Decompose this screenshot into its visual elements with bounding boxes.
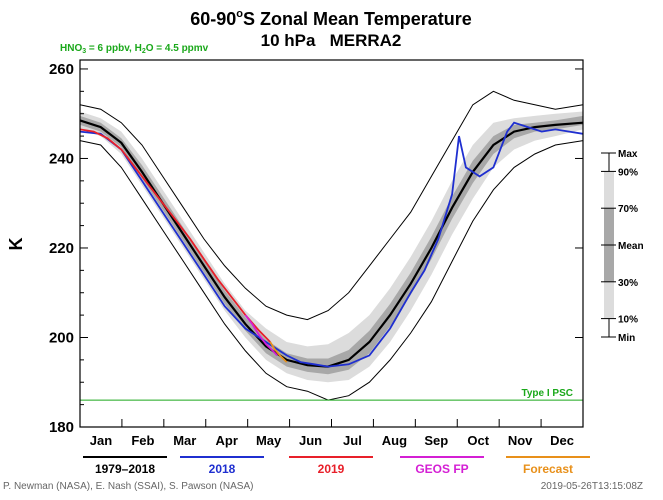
- y-tick-label: 200: [49, 329, 74, 346]
- legend-label: GEOS FP: [415, 462, 468, 476]
- chart-title: 60-90oS Zonal Mean Temperature: [190, 8, 472, 29]
- y-tick-label: 180: [49, 419, 74, 436]
- climatology-max-line: [79, 90, 584, 321]
- y-axis-label: K: [6, 238, 26, 251]
- legend-label: Forecast: [523, 462, 573, 476]
- scale-label: 90%: [618, 167, 638, 178]
- legend-label: 2018: [209, 462, 236, 476]
- x-tick-label: Jun: [299, 433, 322, 448]
- x-tick-label: Sep: [424, 433, 448, 448]
- scale-label: Max: [618, 149, 638, 160]
- series-line-forecast: [269, 341, 288, 363]
- scale-label: 10%: [618, 315, 638, 326]
- scale-label: 70%: [618, 204, 638, 215]
- legend-label: 2019: [318, 462, 345, 476]
- legend-label: 1979–2018: [95, 462, 155, 476]
- x-tick-label: Apr: [216, 433, 238, 448]
- plot-area: [79, 59, 584, 428]
- x-tick-label: Nov: [508, 433, 533, 448]
- x-tick-label: Jan: [90, 433, 112, 448]
- legend: 1979–2018 2018 2019 GEOS FP Forecast: [83, 456, 590, 476]
- scale-label: 30%: [618, 278, 638, 289]
- climatology-mean-line: [79, 119, 584, 368]
- psc-label: Type I PSC: [522, 388, 574, 399]
- series-line-2018: [79, 121, 584, 368]
- x-tick-label: Oct: [467, 433, 489, 448]
- scale-label: Mean: [618, 241, 644, 252]
- title-prefix: 60-90: [190, 9, 236, 29]
- chart-subtitle: 10 hPa MERRA2: [261, 31, 402, 50]
- y-axis: 180 200 220 240 260: [49, 61, 583, 436]
- y-tick-label: 260: [49, 61, 74, 78]
- scale-band-70-90: [604, 171, 614, 209]
- credit-timestamp: 2019-05-26T13:15:08Z: [541, 481, 643, 492]
- credit-authors: P. Newman (NASA), E. Nash (SSAI), S. Paw…: [3, 481, 253, 492]
- x-tick-label: Aug: [382, 433, 407, 448]
- x-tick-label: Mar: [173, 433, 196, 448]
- series-line-geos-fp: [244, 314, 278, 357]
- x-tick-label: Feb: [131, 433, 154, 448]
- composition-note: HNO3 = 6 ppbv, H2O = 4.5 ppmv: [60, 43, 209, 55]
- scale-label: Min: [618, 333, 635, 344]
- y-tick-label: 240: [49, 150, 74, 167]
- title-degree: o: [236, 8, 243, 20]
- x-tick-label: Dec: [550, 433, 574, 448]
- x-axis: Jan Feb Mar Apr May Jun Jul Aug Sep Oct Nov Dec: [90, 419, 574, 448]
- series-line-2019: [79, 128, 271, 343]
- scale-band-10-30: [604, 281, 614, 319]
- y-tick-label: 220: [49, 240, 74, 257]
- title-suffix: S Zonal Mean Temperature: [243, 9, 472, 29]
- x-tick-label: Jul: [343, 433, 362, 448]
- band-10-90: [80, 111, 583, 383]
- x-tick-label: May: [256, 433, 282, 448]
- percentile-scale: Max 90% 70% Mean 30% 10% Min: [601, 149, 644, 344]
